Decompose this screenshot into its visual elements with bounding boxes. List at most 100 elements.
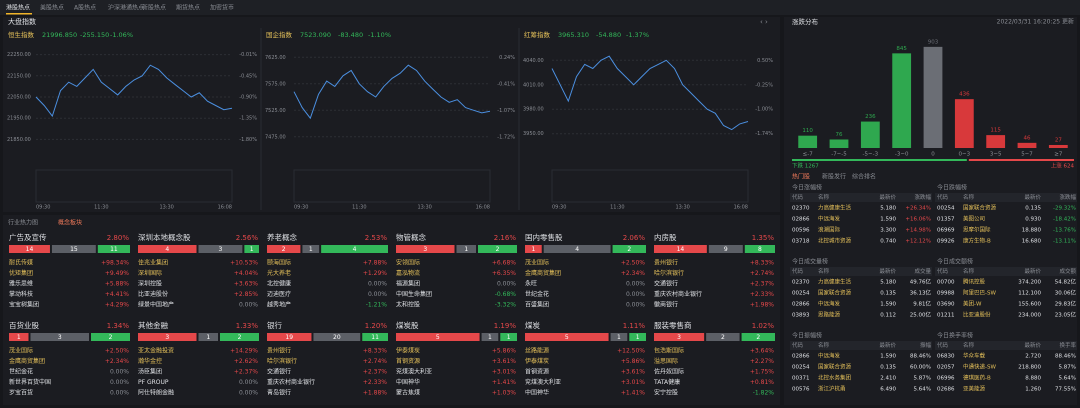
sector-name[interactable]: 其他金融 <box>138 320 168 330</box>
stock-name[interactable]: 比亚迪股份 <box>138 290 168 298</box>
stock-name[interactable]: 雅乐思维 <box>9 280 33 288</box>
stock-name[interactable]: 阿仕特朗金融 <box>138 389 174 397</box>
stock-name[interactable]: 伊泰煤炭 <box>525 357 549 365</box>
stock-name[interactable]: 亚太金融投资 <box>138 347 174 355</box>
table-cell[interactable]: 中通快递-SW <box>963 363 996 371</box>
stock-name[interactable]: 瀚华金控 <box>138 357 162 365</box>
nav-tab[interactable]: 美股热点 <box>40 4 64 12</box>
stock-name[interactable]: 哈尔滨银行 <box>654 269 684 277</box>
sector-name[interactable]: 深圳本地概念股 <box>138 232 191 242</box>
stock-name[interactable]: 越秀地产 <box>267 301 291 309</box>
nav-tab[interactable]: 期货热点 <box>176 4 200 12</box>
stock-name[interactable]: 交通银行 <box>654 280 678 288</box>
stock-name[interactable]: 佐丹奴国际 <box>654 368 684 376</box>
table-cell[interactable]: 力高健康生活 <box>818 204 852 212</box>
stock-name[interactable]: 茂业国际 <box>525 259 549 267</box>
table-cell[interactable]: 华众车载 <box>963 352 986 360</box>
stock-name[interactable]: 中国神华 <box>396 378 420 386</box>
table-cell[interactable]: 德琪医药-B <box>963 374 991 382</box>
table-cell[interactable]: 美图公司 <box>963 215 985 223</box>
sector-name[interactable]: 国内零售股 <box>525 232 563 242</box>
stock-name[interactable]: 金鹰商贸集团 <box>9 357 45 365</box>
table-cell[interactable]: 国家联合资源 <box>818 289 852 297</box>
stock-name[interactable]: TATA健康 <box>653 378 680 386</box>
stock-name[interactable]: 兖煤澳大利亚 <box>396 368 432 376</box>
stock-name[interactable]: 首钢资源 <box>396 357 420 365</box>
nav-tab[interactable]: 加密货币 <box>210 4 234 12</box>
table-cell[interactable]: 美团-W <box>963 300 982 308</box>
stock-name[interactable]: 汤臣集团 <box>138 368 162 376</box>
stock-name[interactable]: 迈迪医疗 <box>267 290 291 298</box>
stock-name[interactable]: 岁宝百货 <box>9 389 33 397</box>
stock-name[interactable]: 贵州银行 <box>267 347 291 355</box>
table-cell[interactable]: 亚美能源 <box>963 385 986 393</box>
table-cell[interactable]: 阿里巴巴-SW <box>963 289 996 297</box>
stock-name[interactable]: 交通银行 <box>267 368 291 376</box>
table-cell[interactable]: 比亚迪股份 <box>963 311 991 319</box>
stock-name[interactable]: 安领国际 <box>396 259 420 267</box>
stock-name[interactable]: 中国神华 <box>525 389 549 397</box>
stock-name[interactable]: 青岛银行 <box>267 389 291 397</box>
stock-name[interactable]: 优矩集团 <box>9 269 33 277</box>
stock-name[interactable]: 重庆农村商业银行 <box>654 290 702 298</box>
table-cell[interactable]: 腾讯控股 <box>963 278 986 286</box>
stock-name[interactable]: 深圳控股 <box>138 280 162 288</box>
list-tab[interactable]: 热门股 <box>792 173 810 181</box>
stock-name[interactable]: 伊泰煤炭 <box>396 347 420 355</box>
nav-tab[interactable]: A股热点 <box>74 4 96 12</box>
stock-name[interactable]: 金鹰商贸集团 <box>525 269 561 277</box>
sector-name[interactable]: 银行 <box>267 320 282 330</box>
table-cell[interactable]: 力高健康生活 <box>818 278 852 286</box>
stock-name[interactable]: 包浩斯国际 <box>654 347 684 355</box>
stock-name[interactable]: 哈尔滨银行 <box>267 357 297 365</box>
stock-name[interactable]: 兖煤澳大利亚 <box>525 378 561 386</box>
sector-name[interactable]: 百货业股 <box>9 320 39 330</box>
stock-name[interactable]: 新世界百货中国 <box>9 378 51 386</box>
stock-name[interactable]: 丝路能源 <box>525 347 549 355</box>
sector-name[interactable]: 养老概念 <box>267 232 297 242</box>
sector-name[interactable]: 物管概念 <box>396 232 426 242</box>
stock-name[interactable]: 重庆农村商业银行 <box>267 378 315 386</box>
sector-tab[interactable]: 行业热力图 <box>8 219 38 227</box>
table-cell[interactable]: 浙江沪杭甬 <box>818 385 846 393</box>
table-cell[interactable]: 国家联合资源 <box>818 363 852 371</box>
sector-name[interactable]: 服装零售商 <box>654 320 692 330</box>
table-cell[interactable]: 思摩尔国际 <box>963 226 991 234</box>
nav-tab[interactable]: 沪深港通热点 <box>108 4 144 12</box>
nav-tab[interactable]: 港股热点 <box>6 4 30 12</box>
list-tab[interactable]: 新股发行 <box>822 173 846 181</box>
stock-name[interactable]: 嘉泓物流 <box>396 269 420 277</box>
stock-name[interactable]: 世纪金花 <box>525 290 549 298</box>
table-cell[interactable]: 中远海发 <box>818 215 841 223</box>
table-cell[interactable]: 北控水务集团 <box>818 374 852 382</box>
stock-name[interactable]: 北控健康 <box>267 280 291 288</box>
stock-name[interactable]: 光大养老 <box>267 269 291 277</box>
stock-name[interactable]: PF GROUP <box>138 379 169 386</box>
table-cell[interactable]: 康方生物-B <box>963 237 991 245</box>
stock-name[interactable]: 蒙古焦煤 <box>396 389 420 397</box>
sector-name[interactable]: 煤炭 <box>525 320 540 330</box>
stock-name[interactable]: 福源集团 <box>396 280 420 288</box>
table-cell[interactable]: 思路能源 <box>818 311 841 319</box>
sector-name[interactable]: 煤炭股 <box>396 320 419 330</box>
stock-name[interactable]: 百盛集团 <box>525 301 549 309</box>
stock-name[interactable]: 世纪金花 <box>9 368 33 376</box>
stock-name[interactable]: 绿景中国地产 <box>138 301 174 309</box>
stock-name[interactable]: 耐氏传媒 <box>9 259 33 267</box>
table-cell[interactable]: 浪潮国际 <box>818 226 841 234</box>
table-cell[interactable]: 中远海发 <box>818 300 841 308</box>
table-cell[interactable]: 中远海发 <box>818 352 841 360</box>
table-cell[interactable]: 北控城市资源 <box>818 237 852 245</box>
list-tab[interactable]: 综合排名 <box>852 173 876 181</box>
stock-name[interactable]: 永旺 <box>525 280 537 288</box>
stock-name[interactable]: 颐海国际 <box>267 259 291 267</box>
stock-name[interactable]: 宝宝树集团 <box>9 301 39 309</box>
stock-name[interactable]: 茂业国际 <box>9 347 33 355</box>
stock-name[interactable]: 佳兆业集团 <box>138 259 168 267</box>
sector-name[interactable]: 广告及宣传 <box>9 232 47 242</box>
stock-name[interactable]: 贵州银行 <box>654 259 678 267</box>
table-cell[interactable]: 国家联合资源 <box>963 204 997 212</box>
stock-name[interactable]: 首钢资源 <box>525 368 549 376</box>
sector-tab[interactable]: 概念板块 <box>58 219 82 227</box>
stock-name[interactable]: 徽商银行 <box>654 301 678 309</box>
